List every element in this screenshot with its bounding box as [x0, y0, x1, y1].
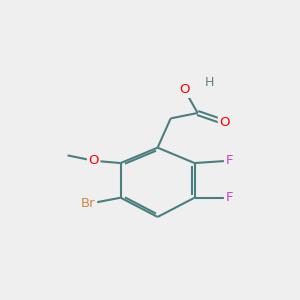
Text: O: O [179, 83, 190, 96]
Text: O: O [219, 116, 230, 129]
Text: H: H [205, 76, 214, 89]
Text: O: O [88, 154, 99, 167]
Text: F: F [226, 154, 233, 167]
Text: F: F [226, 191, 233, 204]
Text: Br: Br [81, 197, 96, 210]
